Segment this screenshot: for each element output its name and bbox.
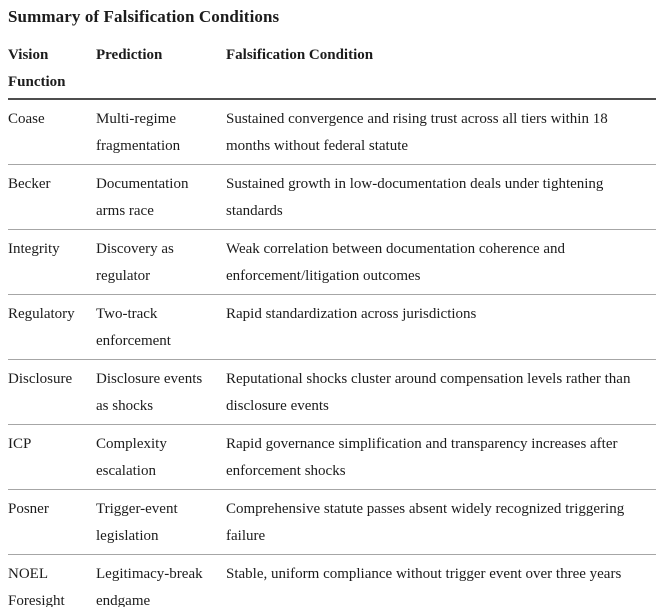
table-body: Coase Multi-regime fragmentation Sustained…	[8, 99, 656, 607]
table-row: ICP Complexity escalation Rapid governance…	[8, 424, 656, 490]
cell-prediction: Two-track enforcement	[96, 294, 226, 360]
cell-vision-function: Disclosure	[8, 359, 96, 425]
table-row: NOEL Foresight Legitimacy-break endgame St…	[8, 554, 656, 607]
cell-falsification-condition: Sustained growth in low-documentation de…	[226, 164, 656, 230]
table-row: Integrity Discovery as regulator Weak corr…	[8, 229, 656, 295]
cell-falsification-condition: Sustained convergence and rising trust a…	[226, 99, 656, 165]
column-header-falsification-condition: Falsification Condition	[226, 42, 656, 100]
cell-prediction: Discovery as regulator	[96, 229, 226, 295]
table-row: Disclosure Disclosure events as shocks Rep…	[8, 359, 656, 425]
cell-vision-function: ICP	[8, 424, 96, 490]
table-row: Posner Trigger-event legislation Comprehen…	[8, 489, 656, 555]
table-title: Summary of Falsification Conditions	[8, 7, 280, 26]
cell-falsification-condition: Reputational shocks cluster around compe…	[226, 359, 656, 425]
column-header-prediction: Prediction	[96, 42, 226, 100]
cell-falsification-condition: Stable, uniform compliance without trigg…	[226, 554, 656, 607]
cell-vision-function: Integrity	[8, 229, 96, 295]
cell-vision-function: Posner	[8, 489, 96, 555]
cell-falsification-condition: Weak correlation between documentation c…	[226, 229, 656, 295]
cell-vision-function: Coase	[8, 99, 96, 165]
cell-vision-function: NOEL Foresight	[8, 554, 96, 607]
table-row: Regulatory Two-track enforcement Rapid sta…	[8, 294, 656, 360]
cell-prediction: Complexity escalation	[96, 424, 226, 490]
column-header-vision-function: Vision Function	[8, 42, 96, 100]
table-row: Coase Multi-regime fragmentation Sustained…	[8, 99, 656, 165]
cell-falsification-condition: Comprehensive statute passes absent wide…	[226, 489, 656, 555]
cell-prediction: Documentation arms race	[96, 164, 226, 230]
cell-vision-function: Becker	[8, 164, 96, 230]
cell-prediction: Trigger-event legislation	[96, 489, 226, 555]
falsification-conditions-table: Vision Function Prediction Falsification…	[8, 42, 656, 607]
table-row: Becker Documentation arms race Sustained g…	[8, 164, 656, 230]
cell-falsification-condition: Rapid standardization across jurisdictio…	[226, 294, 656, 360]
table-header: Vision Function Prediction Falsification…	[8, 42, 656, 100]
cell-prediction: Legitimacy-break endgame	[96, 554, 226, 607]
table-header-row: Vision Function Prediction Falsification…	[8, 42, 656, 100]
cell-vision-function: Regulatory	[8, 294, 96, 360]
cell-falsification-condition: Rapid governance simplification and tran…	[226, 424, 656, 490]
cell-prediction: Multi-regime fragmentation	[96, 99, 226, 165]
cell-prediction: Disclosure events as shocks	[96, 359, 226, 425]
